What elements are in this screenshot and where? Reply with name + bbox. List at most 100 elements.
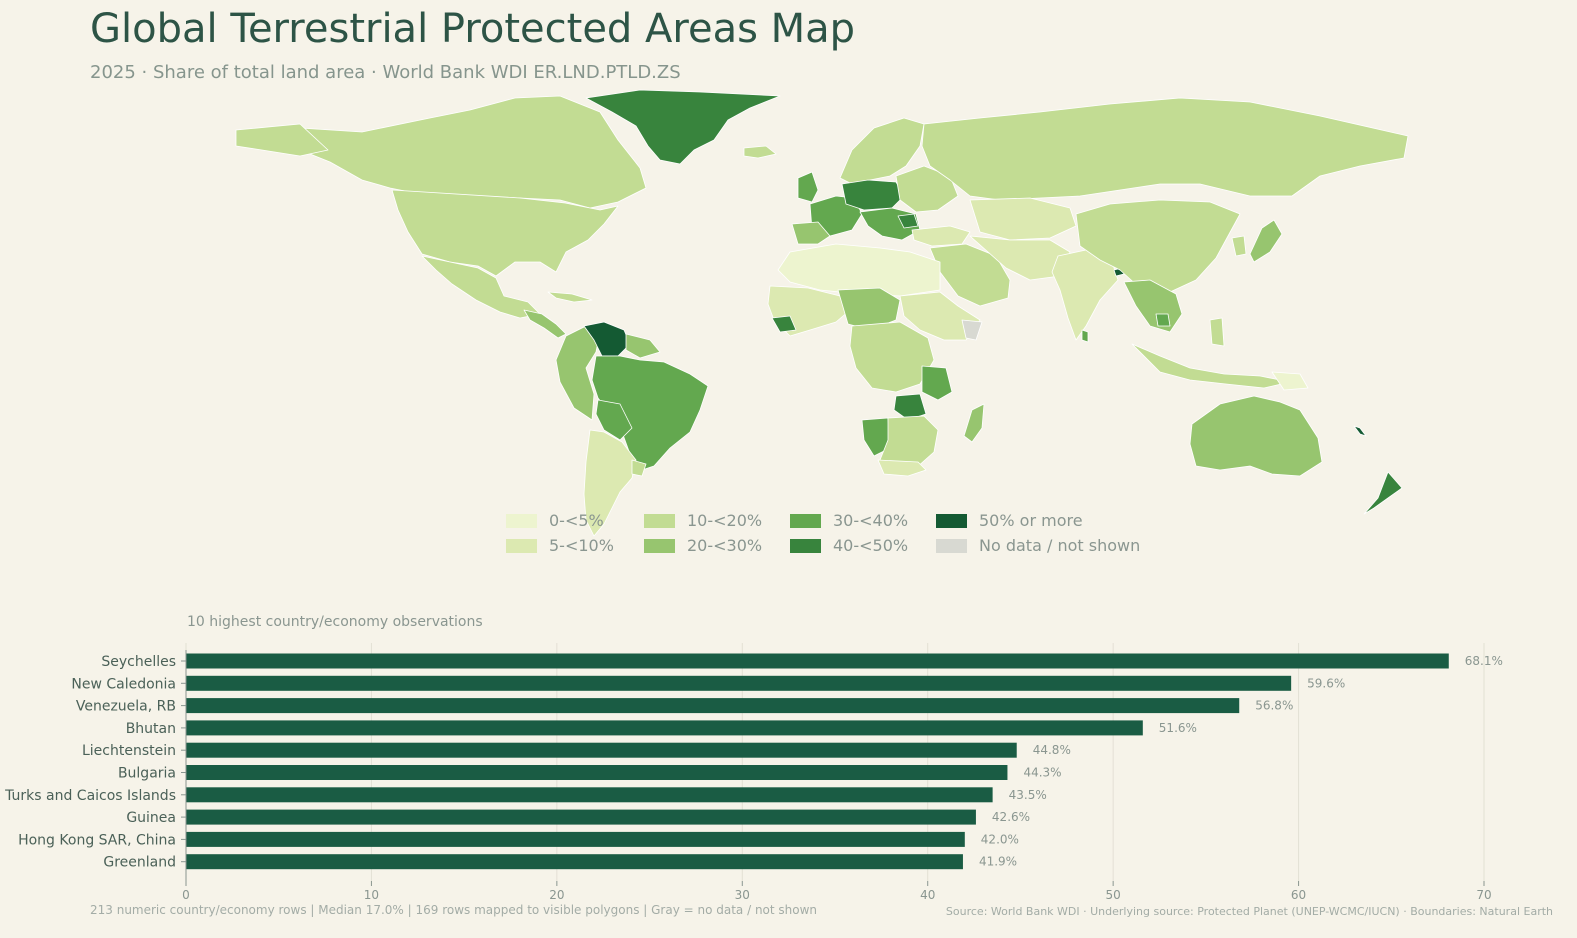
map-region-guinea xyxy=(771,315,797,333)
bar xyxy=(186,854,963,870)
bar xyxy=(186,653,1449,669)
legend-label: 0-<5% xyxy=(549,511,604,530)
map-region-central-asia xyxy=(969,197,1077,241)
value-label: 43.5% xyxy=(1009,788,1047,802)
map-region-somalia xyxy=(961,319,983,341)
legend-label: 30-<40% xyxy=(833,511,909,530)
x-tick-label: 20 xyxy=(549,888,564,902)
category-label: Hong Kong SAR, China xyxy=(18,832,176,848)
legend-swatch xyxy=(644,538,675,553)
value-label: 68.1% xyxy=(1465,654,1503,668)
bar xyxy=(186,698,1240,714)
bar xyxy=(186,787,993,803)
value-label: 56.8% xyxy=(1255,699,1293,713)
map-region-usa xyxy=(391,189,619,277)
category-label: New Caledonia xyxy=(71,676,176,692)
legend-item: 50% or more xyxy=(936,510,1156,531)
value-label: 42.0% xyxy=(981,832,1019,846)
legend-swatch xyxy=(790,513,821,528)
legend-item: 20-<30% xyxy=(644,535,790,556)
legend-item: No data / not shown xyxy=(936,535,1156,556)
category-label: Liechtenstein xyxy=(82,743,176,759)
legend-item: 5-<10% xyxy=(506,535,644,556)
map-region-tanzania xyxy=(921,365,953,401)
x-tick-label: 0 xyxy=(182,888,190,902)
x-tick-label: 10 xyxy=(364,888,379,902)
x-tick-label: 30 xyxy=(735,888,750,902)
map-region-sri-lanka xyxy=(1081,329,1089,343)
map-region-eastern-europe xyxy=(895,165,959,213)
map-region-australia xyxy=(1189,395,1323,477)
value-label: 41.9% xyxy=(979,855,1017,869)
bar-chart-caption: 10 highest country/economy observations xyxy=(187,614,483,630)
bar xyxy=(186,765,1008,780)
legend-label: 50% or more xyxy=(979,511,1083,530)
value-label: 59.6% xyxy=(1307,676,1345,690)
map-region-canada xyxy=(235,95,647,209)
map-region-china-mongolia xyxy=(1075,199,1241,293)
category-label: Turks and Caicos Islands xyxy=(4,788,176,804)
map-region-middle-east xyxy=(929,243,1011,307)
map-region-namibia xyxy=(861,417,891,457)
map-region-iceland xyxy=(743,145,777,159)
legend-label: 5-<10% xyxy=(549,536,614,555)
map-region-cambodia xyxy=(1155,313,1171,327)
category-label: Guinea xyxy=(126,810,176,826)
category-label: Seychelles xyxy=(101,654,176,670)
value-label: 51.6% xyxy=(1159,721,1197,735)
x-tick-label: 50 xyxy=(1106,888,1121,902)
world-map xyxy=(235,89,1409,537)
legend-item: 0-<5% xyxy=(506,510,644,531)
footer-stats-note: 213 numeric country/economy rows | Media… xyxy=(90,903,818,917)
page-title: Global Terrestrial Protected Areas Map xyxy=(90,6,856,52)
value-label: 44.8% xyxy=(1033,743,1071,757)
category-label: Greenland xyxy=(103,855,176,871)
map-region-new-caledonia xyxy=(1353,425,1367,437)
map-region-horn-africa xyxy=(899,291,981,341)
map-region-central-africa xyxy=(849,321,935,393)
map-region-russia xyxy=(921,97,1409,201)
legend-swatch xyxy=(506,513,537,528)
x-tick-label: 70 xyxy=(1476,888,1491,902)
legend-label: 20-<30% xyxy=(687,536,763,555)
map-region-bolivia-paraguay xyxy=(595,399,633,441)
map-region-turkey xyxy=(911,225,971,247)
bar xyxy=(186,809,976,825)
map-region-korea xyxy=(1231,235,1247,257)
legend-swatch xyxy=(936,513,967,528)
map-region-sahel-east xyxy=(837,287,901,331)
map-region-central-america xyxy=(523,309,567,339)
page-subtitle: 2025 · Share of total land area · World … xyxy=(90,62,681,83)
legend-label: 40-<50% xyxy=(833,536,909,555)
legend-swatch xyxy=(644,513,675,528)
footer-source-note: Source: World Bank WDI · Underlying sour… xyxy=(945,905,1553,918)
category-label: Venezuela, RB xyxy=(76,699,176,715)
map-region-uk-ireland xyxy=(797,171,819,203)
bar xyxy=(186,831,965,847)
map-region-greenland xyxy=(585,89,781,165)
map-region-argentina-chile xyxy=(583,429,637,537)
map-region-madagascar xyxy=(963,403,985,443)
map-region-bulgaria xyxy=(897,213,919,229)
map-region-png xyxy=(1271,371,1309,391)
bar xyxy=(186,720,1143,736)
map-region-uruguay xyxy=(631,459,647,477)
map-region-central-europe xyxy=(841,179,905,211)
legend-item: 10-<20% xyxy=(644,510,790,531)
map-region-alaska xyxy=(235,123,329,157)
legend-swatch xyxy=(790,538,821,553)
map-region-caribbean xyxy=(547,291,593,303)
value-label: 42.6% xyxy=(992,810,1030,824)
map-region-japan xyxy=(1249,219,1283,263)
legend-item: 30-<40% xyxy=(790,510,936,531)
map-region-iberia xyxy=(791,221,831,245)
legend-swatch xyxy=(506,538,537,553)
map-legend: 0-<5% 10-<20% 30-<40% 50% or more 5-<10% 20-<… xyxy=(506,510,1156,556)
x-tick-label: 40 xyxy=(920,888,935,902)
map-region-new-zealand xyxy=(1363,471,1403,515)
legend-swatch xyxy=(936,538,967,553)
bar xyxy=(186,675,1292,691)
legend-label: No data / not shown xyxy=(979,536,1141,555)
legend-label: 10-<20% xyxy=(687,511,763,530)
